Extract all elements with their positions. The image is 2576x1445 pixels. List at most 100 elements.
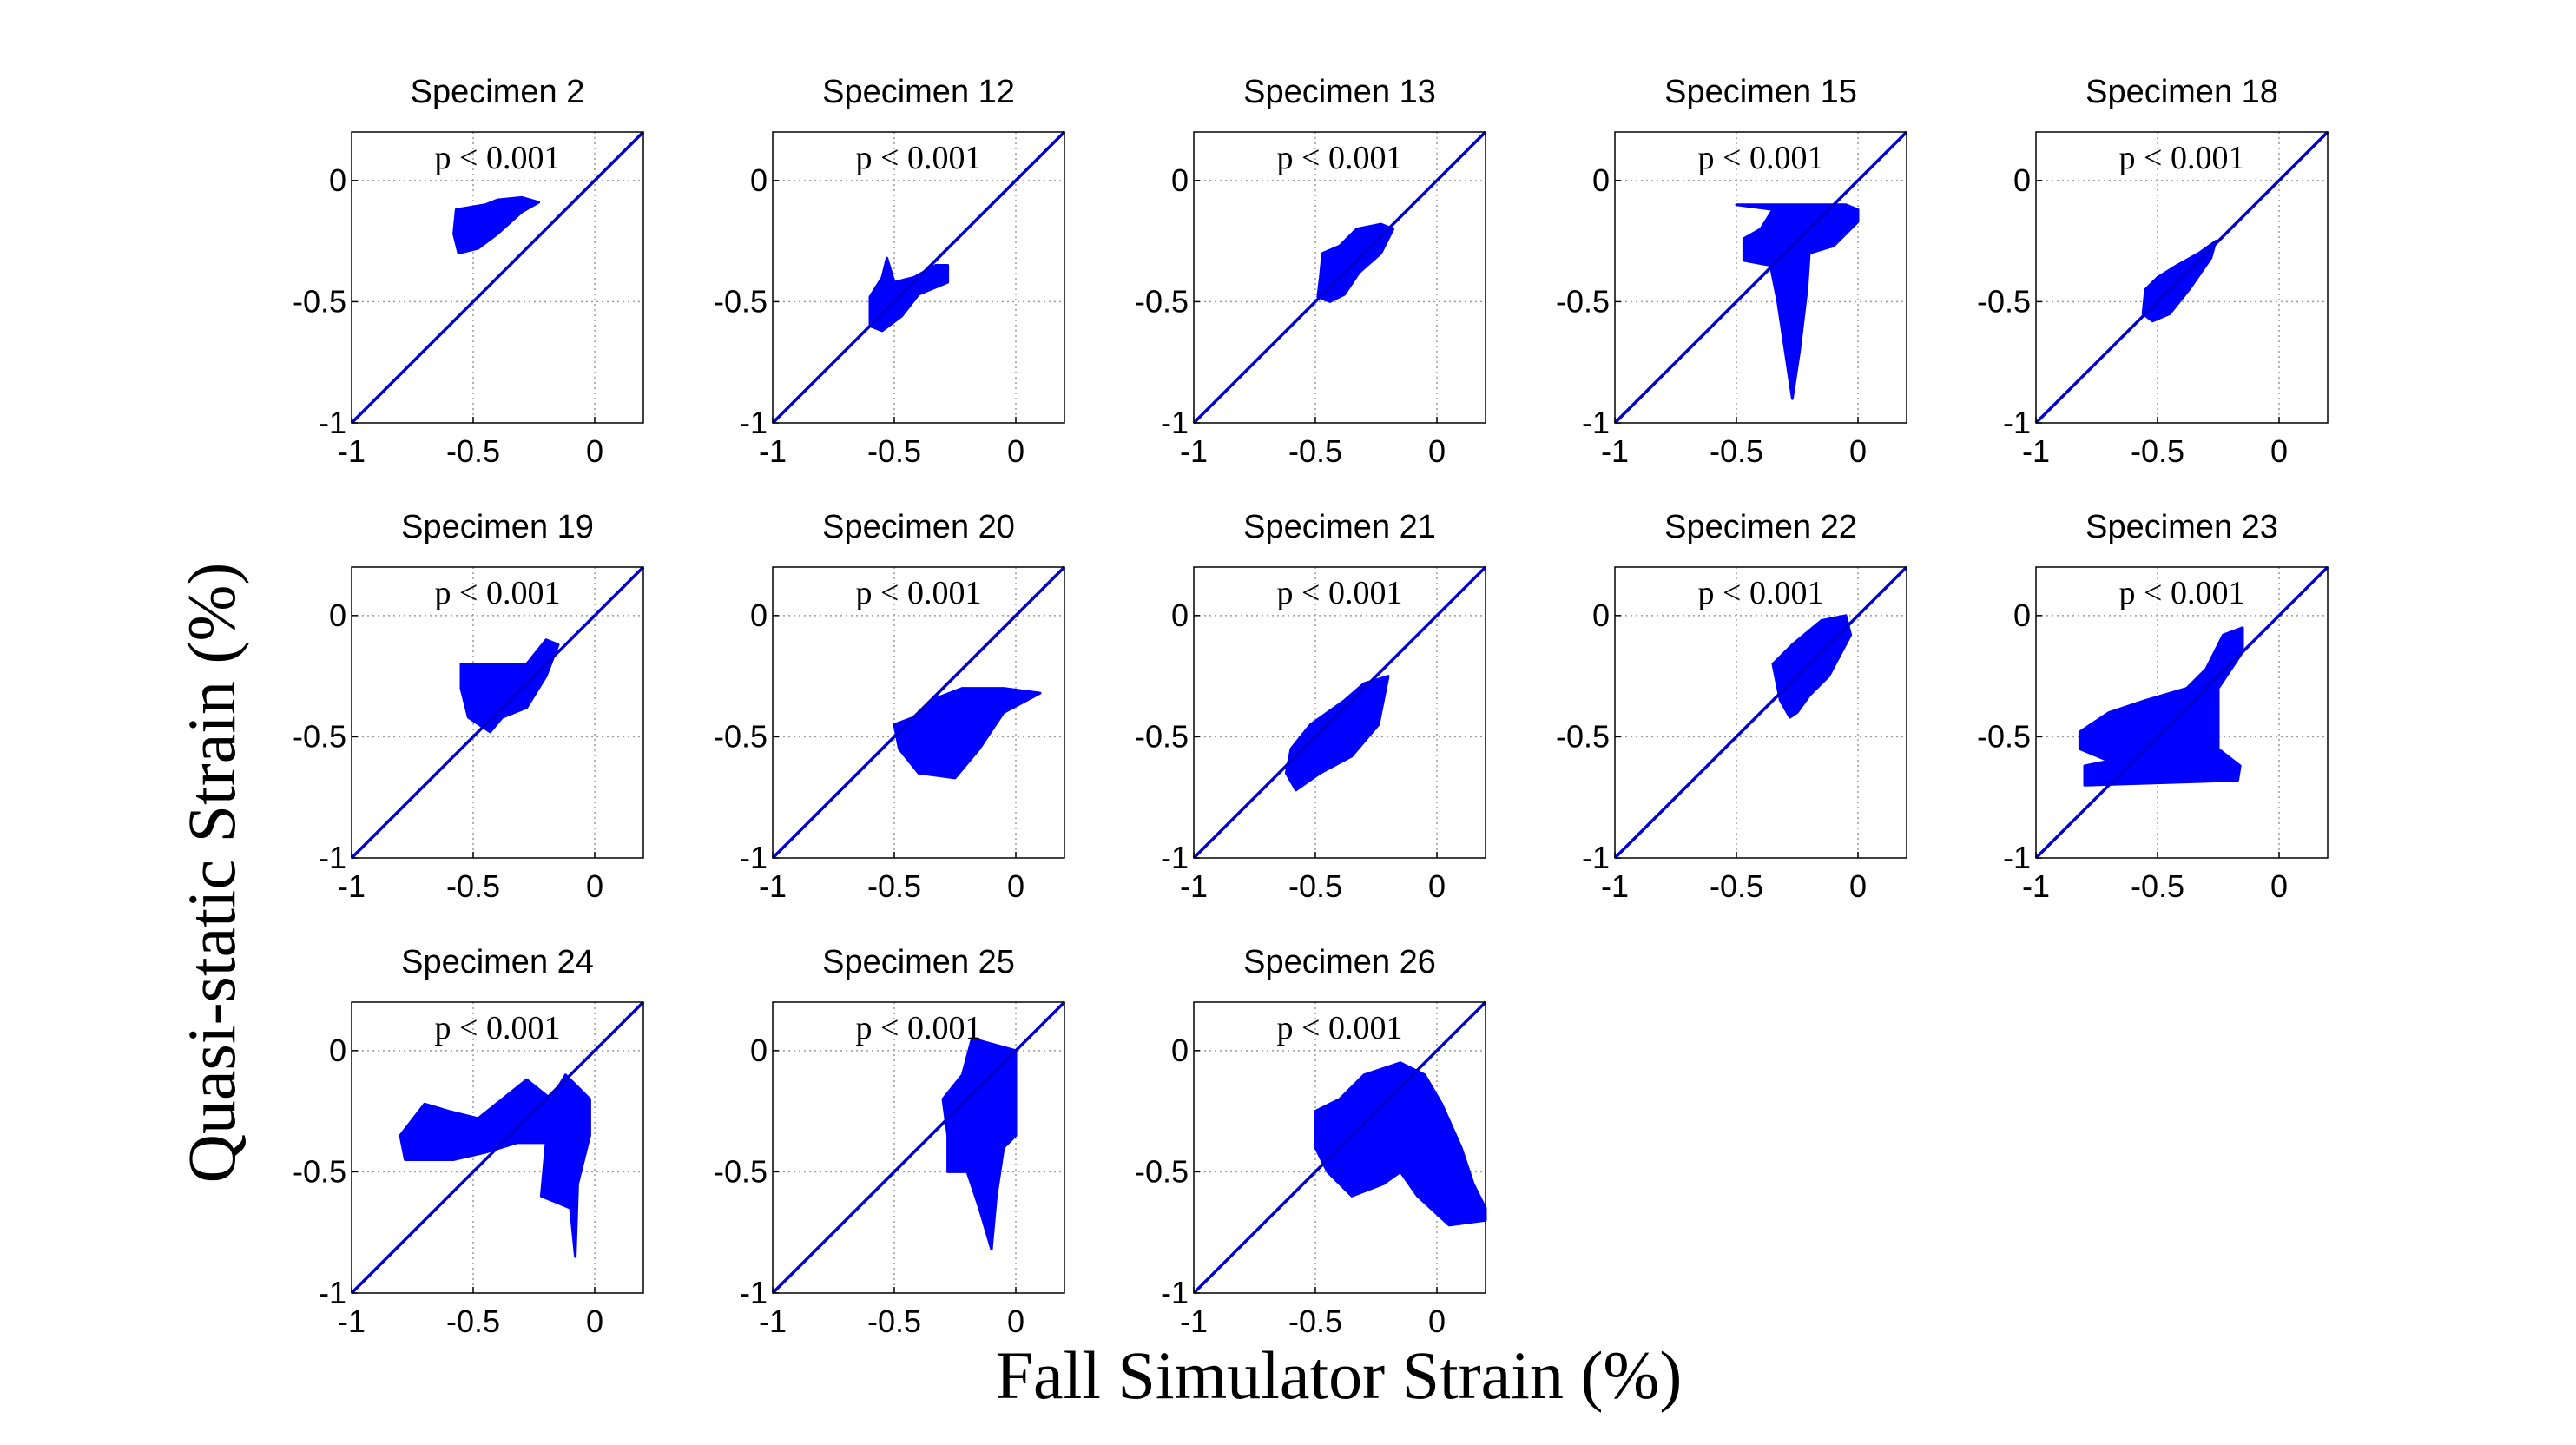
y-tick-label: -1 (319, 405, 346, 440)
y-tick-label: -0.5 (1135, 1153, 1189, 1189)
y-tick-label: 0 (1592, 597, 1610, 633)
subplot-title: Specimen 22 (1664, 509, 1857, 545)
axes-frame (351, 566, 644, 859)
p-value-annotation: p < 0.001 (1277, 140, 1403, 176)
y-tick-label: 0 (750, 1033, 768, 1068)
x-tick-label: -1 (1180, 1303, 1208, 1339)
y-tick-label: -0.5 (1977, 718, 2031, 754)
identity-line (771, 1000, 1066, 1295)
x-tick-label: -1 (1180, 868, 1208, 904)
subplot-title: Specimen 26 (1243, 944, 1436, 980)
y-tick-label: -1 (2003, 840, 2031, 875)
axes-frame (1614, 566, 1907, 859)
y-tick-label: 0 (1592, 162, 1610, 198)
identity-line (771, 130, 1066, 425)
data-point-cloud (893, 687, 1042, 780)
axes-frame (351, 131, 644, 424)
p-value-annotation: p < 0.001 (435, 575, 561, 611)
p-value-annotation: p < 0.001 (2119, 140, 2245, 176)
y-tick-label: -0.5 (1556, 718, 1610, 754)
y-tick-label: -0.5 (293, 283, 346, 319)
x-tick-label: 0 (1007, 433, 1024, 469)
y-tick-label: -0.5 (714, 718, 768, 754)
subplot: -1 -0.5 0 -1 -0.5 0 Specimen 19 p < 0.001 (293, 509, 645, 904)
x-tick-label: -0.5 (2131, 868, 2184, 904)
p-value-annotation: p < 0.001 (856, 1010, 982, 1046)
x-tick-label: -0.5 (2131, 433, 2184, 469)
y-tick-label: -1 (1161, 840, 1189, 875)
x-tick-label: -0.5 (446, 433, 500, 469)
x-tick-label: -0.5 (867, 433, 921, 469)
subplot-title: Specimen 23 (2085, 509, 2278, 545)
data-point-cloud (452, 195, 541, 255)
x-tick-label: 0 (2270, 868, 2288, 904)
figure-y-axis-label: Quasi-static Strain (%) (174, 563, 249, 1184)
y-tick-label: 0 (329, 597, 346, 633)
y-tick-label: 0 (2013, 597, 2031, 633)
y-tick-label: -1 (1161, 1275, 1189, 1310)
p-value-annotation: p < 0.001 (435, 1010, 561, 1046)
y-tick-label: -1 (319, 840, 346, 875)
data-point-cloud (1771, 614, 1853, 719)
x-tick-label: 0 (1428, 433, 1446, 469)
y-tick-label: 0 (1171, 162, 1189, 198)
identity-line (1192, 565, 1487, 860)
y-tick-label: -0.5 (1977, 283, 2031, 319)
x-tick-label: -0.5 (1288, 1303, 1342, 1339)
subplot-title: Specimen 21 (1243, 509, 1436, 545)
data-point-cloud (1284, 675, 1390, 792)
identity-line (1192, 1000, 1487, 1295)
x-tick-label: 0 (1007, 1303, 1024, 1339)
subplot: -1 -0.5 0 -1 -0.5 0 Specimen 26 p < 0.001 (1135, 944, 1487, 1339)
y-tick-label: -0.5 (714, 1153, 768, 1189)
subplot-title: Specimen 15 (1664, 74, 1857, 110)
p-value-annotation: p < 0.001 (435, 140, 561, 176)
p-value-annotation: p < 0.001 (2119, 575, 2245, 611)
y-tick-label: 0 (1171, 597, 1189, 633)
subplot-title: Specimen 12 (822, 74, 1015, 110)
axes-frame (772, 1001, 1065, 1294)
y-tick-label: 0 (329, 162, 346, 198)
y-tick-label: 0 (329, 1033, 346, 1068)
x-tick-label: -1 (1180, 433, 1208, 469)
subplot: -1 -0.5 0 -1 -0.5 0 Specimen 18 p < 0.001 (1977, 74, 2329, 469)
subplot-title: Specimen 19 (401, 509, 594, 545)
y-tick-label: -0.5 (293, 1153, 346, 1189)
x-tick-label: 0 (1428, 1303, 1446, 1339)
subplot: -1 -0.5 0 -1 -0.5 0 Specimen 15 p < 0.001 (1556, 74, 1908, 469)
axes-frame (2035, 131, 2329, 424)
subplot: -1 -0.5 0 -1 -0.5 0 Specimen 21 p < 0.001 (1135, 509, 1487, 904)
y-tick-label: -0.5 (293, 718, 346, 754)
x-tick-label: -0.5 (446, 1303, 500, 1339)
subplot: -1 -0.5 0 -1 -0.5 0 Specimen 2 p < 0.001 (293, 74, 645, 469)
x-tick-label: -0.5 (867, 868, 921, 904)
x-tick-label: -1 (1601, 868, 1629, 904)
x-tick-label: 0 (1007, 868, 1024, 904)
x-tick-label: -0.5 (1288, 868, 1342, 904)
axes-frame (351, 1001, 644, 1294)
subplot-title: Specimen 20 (822, 509, 1015, 545)
y-tick-label: -1 (319, 1275, 346, 1310)
p-value-annotation: p < 0.001 (1698, 140, 1824, 176)
y-tick-label: -1 (1161, 405, 1189, 440)
x-tick-label: -1 (338, 868, 366, 904)
p-value-annotation: p < 0.001 (1698, 575, 1824, 611)
p-value-annotation: p < 0.001 (1277, 1010, 1403, 1046)
x-tick-label: -0.5 (1710, 433, 1763, 469)
subplot: -1 -0.5 0 -1 -0.5 0 Specimen 24 p < 0.001 (293, 944, 645, 1339)
identity-line (1613, 565, 1908, 860)
axes-frame (772, 131, 1065, 424)
y-tick-label: -1 (1582, 840, 1610, 875)
x-tick-label: 0 (1849, 868, 1867, 904)
subplot-title: Specimen 2 (411, 74, 585, 110)
figure-x-axis-label: Fall Simulator Strain (%) (996, 1337, 1683, 1413)
x-tick-label: 0 (586, 1303, 603, 1339)
data-point-cloud (1735, 203, 1860, 400)
y-tick-label: -1 (740, 1275, 768, 1310)
identity-line (1192, 130, 1487, 425)
data-point-cloud (941, 1037, 1018, 1251)
identity-line (1613, 130, 1908, 425)
x-tick-label: -1 (2022, 868, 2050, 904)
x-tick-label: -0.5 (446, 868, 500, 904)
